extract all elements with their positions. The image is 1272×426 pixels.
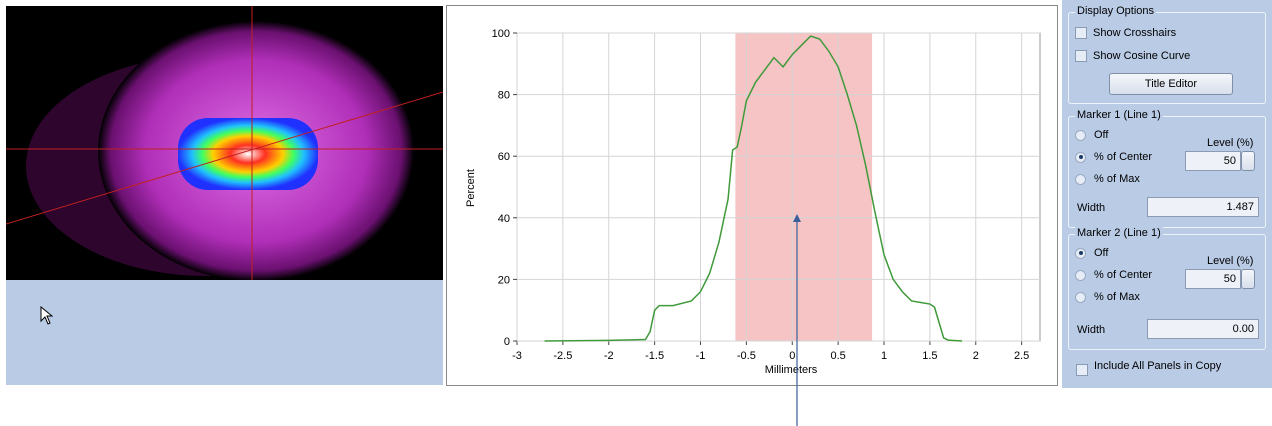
width-label: Width	[1077, 324, 1105, 336]
radio-option[interactable]: % of Max	[1075, 173, 1140, 185]
group-title: Marker 1 (Line 1)	[1075, 109, 1163, 121]
checkbox-label: Show Crosshairs	[1093, 27, 1176, 39]
y-tick-label: 0	[504, 336, 510, 348]
width-field: 0.00	[1147, 319, 1259, 339]
radio-label: Off	[1094, 129, 1108, 141]
radio-option[interactable]: % of Center	[1075, 269, 1152, 281]
radio-label: Off	[1094, 247, 1108, 259]
y-tick-label: 20	[498, 274, 510, 286]
x-tick-label: 1	[881, 350, 887, 362]
x-tick-label: 1.5	[922, 350, 937, 362]
level-input[interactable]: 50	[1185, 151, 1241, 171]
checkbox-label: Show Cosine Curve	[1093, 50, 1190, 62]
radio-option[interactable]: Off	[1075, 129, 1108, 141]
y-tick-label: 100	[492, 28, 510, 40]
level-input[interactable]: 50	[1185, 269, 1241, 289]
radio[interactable]	[1075, 130, 1086, 141]
checkbox-include[interactable]: Include All Panels in Copy	[1076, 360, 1266, 376]
display-options-group: Display Options Show Crosshairs Show Cos…	[1068, 12, 1266, 104]
width-field: 1.487	[1147, 197, 1259, 217]
radio-option[interactable]: % of Max	[1075, 291, 1140, 303]
radio-label: % of Center	[1094, 269, 1152, 281]
x-tick-label: -2	[604, 350, 614, 362]
y-tick-label: 60	[498, 151, 510, 163]
level-label: Level (%)	[1207, 255, 1253, 267]
spin-button[interactable]	[1241, 269, 1255, 289]
radio[interactable]	[1075, 248, 1086, 259]
options-panel: Display Options Show Crosshairs Show Cos…	[1062, 0, 1272, 388]
checkbox[interactable]	[1075, 27, 1087, 39]
checkbox-crosshairs[interactable]: Show Crosshairs	[1075, 27, 1176, 39]
y-tick-label: 40	[498, 213, 510, 225]
y-axis-label: Percent	[465, 169, 477, 207]
radio[interactable]	[1075, 152, 1086, 163]
x-tick-label: 0.5	[830, 350, 845, 362]
x-tick-label: -0.5	[737, 350, 756, 362]
radio-label: % of Max	[1094, 291, 1140, 303]
group-title: Marker 2 (Line 1)	[1075, 227, 1163, 239]
x-tick-label: 2.5	[1014, 350, 1029, 362]
radio-option[interactable]: Off	[1075, 247, 1108, 259]
radio[interactable]	[1075, 270, 1086, 281]
spin-button[interactable]	[1241, 151, 1255, 171]
checkbox-cosine[interactable]: Show Cosine Curve	[1075, 50, 1190, 62]
group-title: Display Options	[1075, 5, 1156, 17]
title-editor-button[interactable]: Title Editor	[1109, 73, 1233, 95]
pointer-arrow	[790, 212, 806, 426]
checkbox[interactable]	[1075, 50, 1087, 62]
radio-label: % of Max	[1094, 173, 1140, 185]
x-tick-label: 2	[973, 350, 979, 362]
level-label: Level (%)	[1207, 137, 1253, 149]
width-label: Width	[1077, 202, 1105, 214]
radio-option[interactable]: % of Center	[1075, 151, 1152, 163]
radio-label: % of Center	[1094, 151, 1152, 163]
page: {"chart_data":{"type":"line","xlabel":"M…	[0, 0, 1272, 426]
checkbox[interactable]	[1076, 364, 1088, 376]
x-tick-label: -2.5	[553, 350, 572, 362]
radio[interactable]	[1075, 174, 1086, 185]
y-tick-label: 80	[498, 90, 510, 102]
checkbox-label: Include All Panels in Copy	[1094, 360, 1244, 372]
radio[interactable]	[1075, 292, 1086, 303]
x-tick-label: -3	[512, 350, 522, 362]
x-tick-label: -1	[696, 350, 706, 362]
x-tick-label: -1.5	[645, 350, 664, 362]
